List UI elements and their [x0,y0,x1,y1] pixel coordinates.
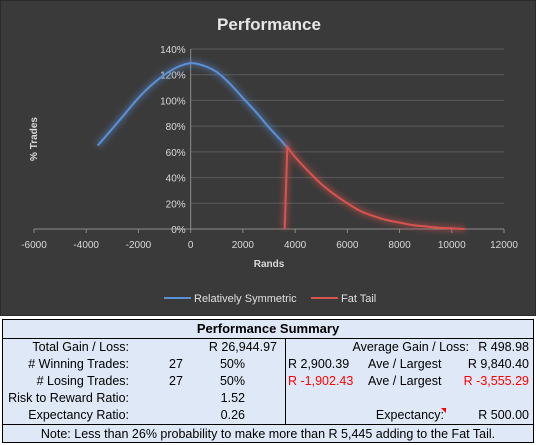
summary-row-total: Total Gain / Loss: R 26,944.97 Average G… [3,339,533,356]
expectancy-value: R 500.00 [478,408,529,422]
legend-label-symmetric: Relatively Symmetric [194,293,297,305]
legend-label-fat-tail: Fat Tail [341,293,376,305]
summary-row-risk-reward: Risk to Reward Ratio: 1.52 [3,390,533,407]
y-tick-label: 140% [160,45,186,56]
y-tick-label: 60% [166,148,186,159]
y-tick-label: 20% [166,199,186,210]
winning-label: # Winning Trades: [28,357,129,371]
losing-ave-largest-label: Ave / Largest [368,374,442,388]
losing-label: # Losing Trades: [36,374,129,388]
winning-count: 27 [169,357,183,371]
performance-summary-table: Performance Summary Total Gain / Loss: R… [2,319,534,443]
x-tick-label: 10000 [438,240,466,251]
x-tick-label: 4000 [284,240,307,251]
total-label: Total Gain / Loss: [32,340,129,354]
total-value: R 26,944.97 [208,340,277,354]
x-tick-label: -6000 [21,240,47,251]
average-label: Average Gain / Loss: [352,340,469,354]
chart-title: Performance [217,15,321,34]
series-glow-relatively-symmetric [95,60,290,150]
summary-row-winning: # Winning Trades: 27 50% R 2,900.39 Ave … [3,356,533,373]
summary-title: Performance Summary [3,320,533,339]
x-tick-labels: -6000 -4000 -2000 0 2000 4000 6000 8000 10000 120… [21,240,518,251]
y-tick-label: 120% [160,71,186,82]
comment-indicator-icon [441,408,446,413]
x-tick-label: 0 [188,240,194,251]
losing-percent: 50% [219,374,245,388]
performance-chart: Performance 0% 20% 40% 60% 80% 100% 120% 140% -… [21,15,518,305]
risk-reward-label: Risk to Reward Ratio: [8,391,129,405]
chart-panel: Performance 0% 20% 40% 60% 80% 100% 120% 140% -… [0,0,536,316]
winning-percent: 50% [219,357,245,371]
losing-count: 27 [169,374,183,388]
series-line-fat-tail [283,145,465,230]
average-value: R 498.98 [478,340,529,354]
expectancy-ratio-value: 0.26 [220,408,245,422]
expectancy-label: Expectancy: [375,408,444,422]
x-tick-label: -2000 [126,240,152,251]
x-tick-label: 12000 [490,240,518,251]
x-axis-label: Rands [254,259,285,270]
legend: Relatively Symmetric Fat Tail [164,293,376,305]
y-tick-label: 100% [160,96,186,107]
x-tick-label: 2000 [232,240,255,251]
winning-average: R 2,900.39 [288,357,350,371]
expectancy-ratio-label: Expectancy Ratio: [28,408,129,422]
y-tick-label: 40% [166,174,186,185]
series-line-relatively-symmetric [97,62,289,149]
y-tick-label: 0% [171,225,186,236]
summary-row-expectancy: Expectancy Ratio: 0.26 Expectancy: R 500… [3,407,533,424]
losing-average: R -1,902.43 [288,374,354,388]
y-tick-label: 80% [166,122,186,133]
grid-lines [190,48,504,204]
y-tick-labels: 0% 20% 40% 60% 80% 100% 120% 140% [160,45,186,236]
series-lines [95,60,465,232]
risk-reward-value: 1.52 [220,391,245,405]
winning-largest: R 9,840.40 [467,357,529,371]
losing-largest: R -3,555.29 [463,374,529,388]
x-tick-label: 6000 [336,240,359,251]
x-tick-label: -4000 [73,240,99,251]
x-tick-label: 8000 [388,240,411,251]
column-divider [285,339,286,424]
y-axis-label: % Trades [29,117,40,161]
winning-ave-largest-label: Ave / Largest [368,357,442,371]
summary-note: Note: Less than 26% probability to make … [3,424,533,443]
summary-row-losing: # Losing Trades: 27 50% R -1,902.43 Ave … [3,373,533,390]
